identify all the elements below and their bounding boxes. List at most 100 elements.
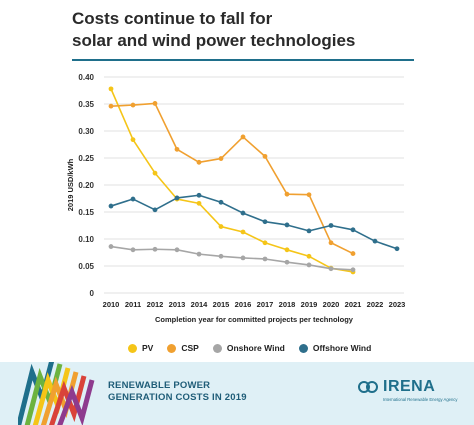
x-tick-label: 2020 [323,300,340,309]
legend-swatch-pv [128,343,137,353]
data-point-onshore-wind [174,247,180,253]
legend-item-pv: PV [128,343,153,353]
data-point-pv [262,240,268,246]
data-point-offshore-wind [394,246,400,252]
data-point-csp [196,159,202,165]
data-point-offshore-wind [218,199,224,205]
data-point-csp [130,102,136,108]
legend-swatch-csp [167,343,177,353]
x-tick-label: 2010 [103,300,120,309]
irena-logo-wordmark: IRENA [383,378,436,395]
data-point-onshore-wind [284,259,290,265]
series-line-onshore-wind [110,245,354,271]
y-tick-label: 0.20 [78,181,94,190]
data-point-pv [108,86,114,92]
legend-label-onshore-wind: Onshore Wind [226,343,285,353]
data-point-offshore-wind [174,195,180,201]
data-point-onshore-wind [240,255,246,261]
x-tick-label: 2022 [367,300,384,309]
data-point-csp [152,101,158,106]
x-tick-label: 2018 [279,300,296,309]
data-point-offshore-wind [372,238,378,244]
chart-legend: PV CSP Onshore Wind Offshore Wind [128,340,371,356]
x-tick-label: 2011 [125,300,141,309]
y-tick-label: 0.15 [78,208,94,217]
x-axis-label: Completion year for committed projects p… [155,315,354,324]
data-point-csp [284,191,290,197]
data-point-offshore-wind [240,210,246,216]
data-point-pv [306,253,312,259]
y-tick-label: 0.40 [78,73,94,82]
data-point-onshore-wind [350,267,356,273]
y-tick-label: 0.10 [78,235,94,244]
data-point-offshore-wind [152,207,158,213]
data-point-offshore-wind [306,228,312,234]
series-line-offshore-wind [110,194,398,250]
data-point-onshore-wind [130,247,136,253]
data-point-pv [284,247,290,253]
legend-item-csp: CSP [167,343,199,353]
data-point-pv [196,200,202,206]
x-tick-label: 2019 [301,300,318,309]
chart-title: Costs continue to fall for solar and win… [72,8,452,52]
report-banner: RENEWABLE POWER GENERATION COSTS IN 2019… [0,362,474,425]
data-point-csp [306,192,312,198]
data-point-onshore-wind [262,256,268,262]
x-tick-label: 2023 [389,300,406,309]
x-tick-label: 2013 [169,300,186,309]
data-point-offshore-wind [284,222,290,228]
x-tick-label: 2016 [235,300,252,309]
y-tick-label: 0.25 [78,154,94,163]
data-point-offshore-wind [262,219,268,225]
banner-title-line-2: GENERATION COSTS IN 2019 [108,392,247,403]
legend-label-offshore-wind: Offshore Wind [312,343,372,353]
y-tick-label: 0.05 [78,262,94,271]
x-tick-label: 2017 [257,300,274,309]
data-point-csp [350,251,356,256]
data-point-offshore-wind [108,203,114,209]
data-point-csp [262,153,268,159]
irena-logo-subtext: International Renewable Energy Agency [383,397,458,402]
y-tick-label: 0.35 [78,100,94,109]
chart-title-line-1: Costs continue to fall for [72,9,273,28]
data-point-offshore-wind [130,196,136,202]
line-chart: 0.40 0.35 0.30 0.25 0.20 0.15 0.10 0.05 0 2010 201… [66,73,406,324]
data-point-onshore-wind [218,253,224,259]
series-line-pv [110,88,354,273]
banner-stripes-graphic [18,362,95,425]
x-tick-label: 2014 [191,300,209,309]
legend-swatch-onshore-wind [212,343,222,353]
series-line-csp [110,102,354,255]
y-tick-label: 0 [90,289,95,298]
data-point-offshore-wind [196,192,202,198]
data-point-pv [218,224,224,229]
data-point-onshore-wind [306,262,312,268]
legend-item-onshore-wind: Onshore Wind [212,343,285,353]
data-point-pv [152,170,158,176]
data-point-csp [108,103,114,109]
x-tick-label: 2021 [345,300,362,309]
legend-label-pv: PV [142,343,154,353]
data-point-offshore-wind [350,227,356,233]
x-tick-label: 2015 [213,300,230,309]
banner-title: RENEWABLE POWER GENERATION COSTS IN 2019 [108,380,247,404]
data-point-csp [240,134,246,140]
data-point-pv [240,229,246,235]
x-tick-label: 2012 [147,300,164,309]
y-axis-label: 2019 USD/kWh [66,158,75,211]
irena-logo: IRENA International Renewable Energy Age… [358,378,458,402]
data-point-onshore-wind [196,251,202,257]
data-point-offshore-wind [328,223,334,228]
data-point-csp [328,240,334,246]
data-point-csp [174,146,180,152]
legend-swatch-offshore-wind [298,343,308,353]
banner-title-line-1: RENEWABLE POWER [108,380,211,391]
irena-logo-icon [358,381,378,393]
data-point-onshore-wind [328,266,334,272]
data-point-onshore-wind [108,244,114,249]
data-point-csp [218,156,224,161]
chart-title-line-2: solar and wind power technologies [72,31,356,50]
y-tick-label: 0.30 [78,127,94,136]
legend-label-csp: CSP [181,343,199,353]
data-point-onshore-wind [152,246,158,252]
